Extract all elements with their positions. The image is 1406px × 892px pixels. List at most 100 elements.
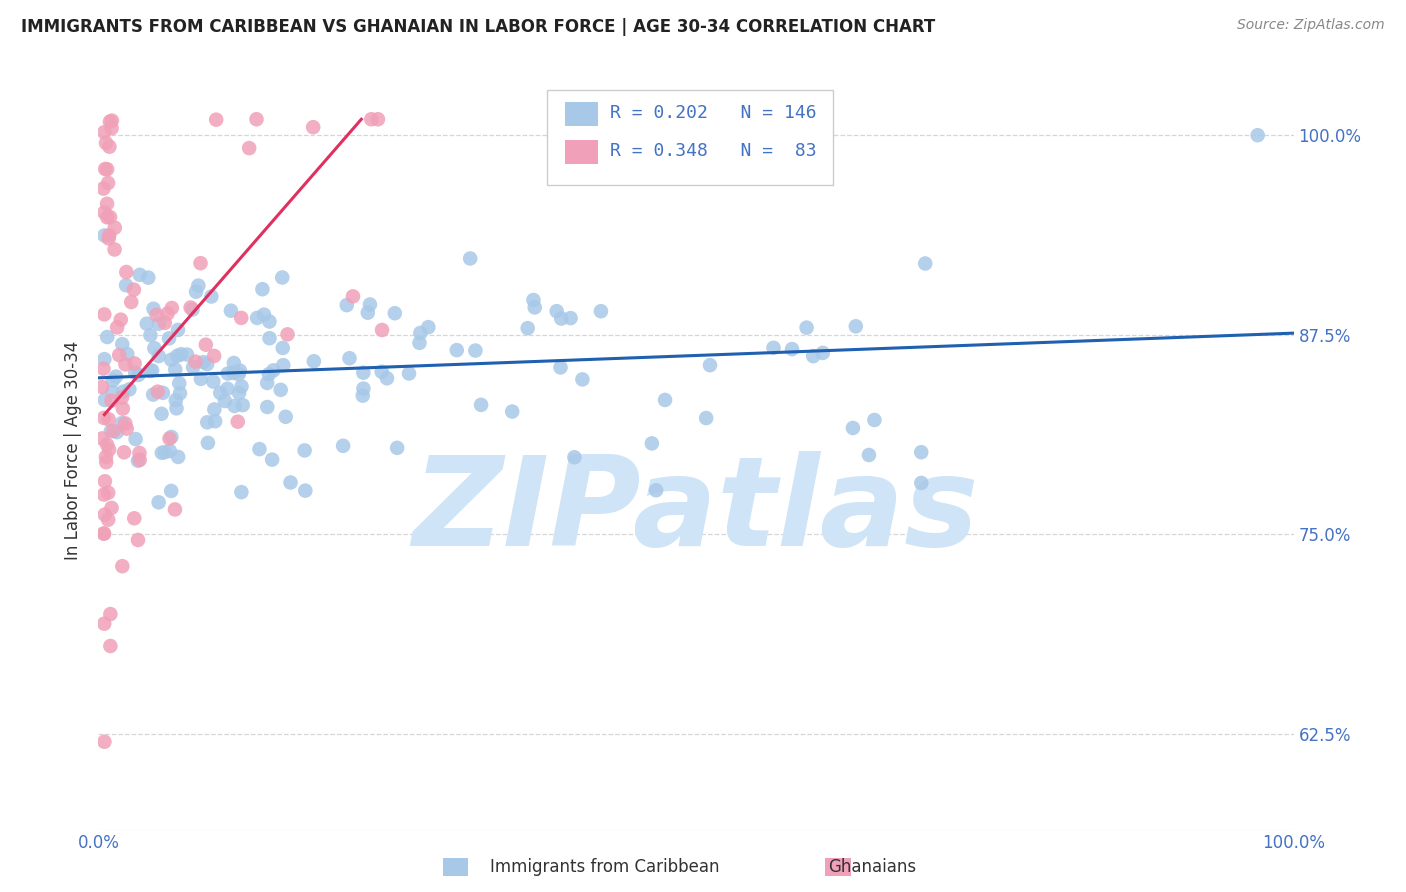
- Point: [336, 298, 359, 312]
- Point: [259, 314, 281, 328]
- Point: [128, 453, 150, 467]
- Point: [118, 383, 141, 397]
- Point: [139, 364, 162, 378]
- Point: [93, 735, 115, 749]
- Point: [167, 376, 190, 391]
- Point: [914, 256, 936, 270]
- Point: [270, 383, 292, 397]
- Point: [124, 356, 146, 370]
- Point: [294, 443, 316, 458]
- Point: [108, 348, 131, 362]
- Point: [550, 311, 572, 326]
- Point: [222, 366, 245, 380]
- Point: [190, 372, 212, 386]
- Point: [98, 139, 121, 153]
- Point: [184, 354, 207, 368]
- Point: [115, 265, 138, 279]
- Point: [97, 231, 120, 245]
- Point: [148, 349, 170, 363]
- Text: Ghanaians: Ghanaians: [828, 858, 915, 876]
- Point: [111, 337, 134, 351]
- Point: [166, 349, 188, 363]
- Y-axis label: In Labor Force | Age 30-34: In Labor Force | Age 30-34: [65, 341, 83, 560]
- Point: [228, 368, 250, 382]
- Point: [222, 356, 245, 370]
- Point: [93, 125, 115, 139]
- Point: [98, 210, 121, 224]
- Point: [165, 362, 187, 376]
- Point: [418, 320, 440, 334]
- Point: [100, 393, 122, 408]
- Point: [150, 407, 173, 421]
- Point: [845, 319, 868, 334]
- Point: [224, 399, 246, 413]
- Point: [96, 196, 118, 211]
- Point: [246, 310, 269, 325]
- Point: [910, 445, 932, 459]
- Point: [120, 295, 142, 310]
- Point: [238, 141, 260, 155]
- Point: [93, 487, 115, 501]
- Point: [122, 283, 145, 297]
- Point: [97, 412, 120, 426]
- Point: [202, 349, 225, 363]
- Point: [360, 112, 382, 127]
- Point: [112, 384, 135, 399]
- Point: [180, 301, 202, 315]
- Point: [229, 364, 252, 378]
- Text: IMMIGRANTS FROM CARIBBEAN VS GHANAIAN IN LABOR FORCE | AGE 30-34 CORRELATION CHA: IMMIGRANTS FROM CARIBBEAN VS GHANAIAN IN…: [21, 18, 935, 36]
- Point: [98, 228, 121, 243]
- Point: [160, 352, 183, 367]
- Point: [181, 360, 204, 375]
- Point: [124, 366, 146, 380]
- Point: [96, 211, 118, 225]
- Point: [153, 445, 176, 459]
- Point: [271, 270, 294, 285]
- Text: Immigrants from Caribbean: Immigrants from Caribbean: [489, 858, 720, 876]
- Point: [96, 437, 118, 451]
- Point: [115, 278, 138, 293]
- Point: [522, 293, 544, 307]
- Point: [332, 439, 354, 453]
- Point: [352, 382, 374, 396]
- Point: [97, 485, 120, 500]
- Point: [101, 384, 124, 399]
- Point: [195, 357, 218, 371]
- Point: [146, 384, 169, 399]
- Point: [209, 385, 232, 400]
- Point: [367, 112, 389, 127]
- Point: [193, 355, 215, 369]
- Text: R = 0.202   N = 146: R = 0.202 N = 146: [610, 104, 817, 122]
- Point: [842, 421, 865, 435]
- Point: [167, 323, 190, 337]
- Point: [143, 341, 166, 355]
- Point: [93, 526, 115, 541]
- Point: [523, 301, 546, 315]
- Point: [93, 205, 115, 219]
- Point: [217, 382, 239, 396]
- Point: [571, 372, 593, 386]
- Point: [780, 342, 803, 356]
- Point: [142, 387, 165, 401]
- Point: [271, 358, 294, 372]
- Point: [176, 348, 198, 362]
- Point: [160, 430, 183, 444]
- Point: [111, 559, 134, 574]
- Point: [249, 442, 271, 456]
- Point: [560, 311, 582, 326]
- Point: [184, 285, 207, 299]
- Point: [1247, 128, 1270, 143]
- Point: [166, 401, 188, 416]
- Point: [169, 386, 191, 401]
- Point: [398, 367, 420, 381]
- Point: [98, 639, 122, 653]
- Bar: [825, 858, 851, 876]
- Point: [219, 303, 242, 318]
- Point: [157, 331, 180, 345]
- Point: [357, 306, 380, 320]
- Point: [231, 379, 253, 393]
- Point: [93, 181, 115, 195]
- Point: [97, 513, 120, 527]
- Point: [259, 331, 281, 345]
- Point: [153, 316, 176, 330]
